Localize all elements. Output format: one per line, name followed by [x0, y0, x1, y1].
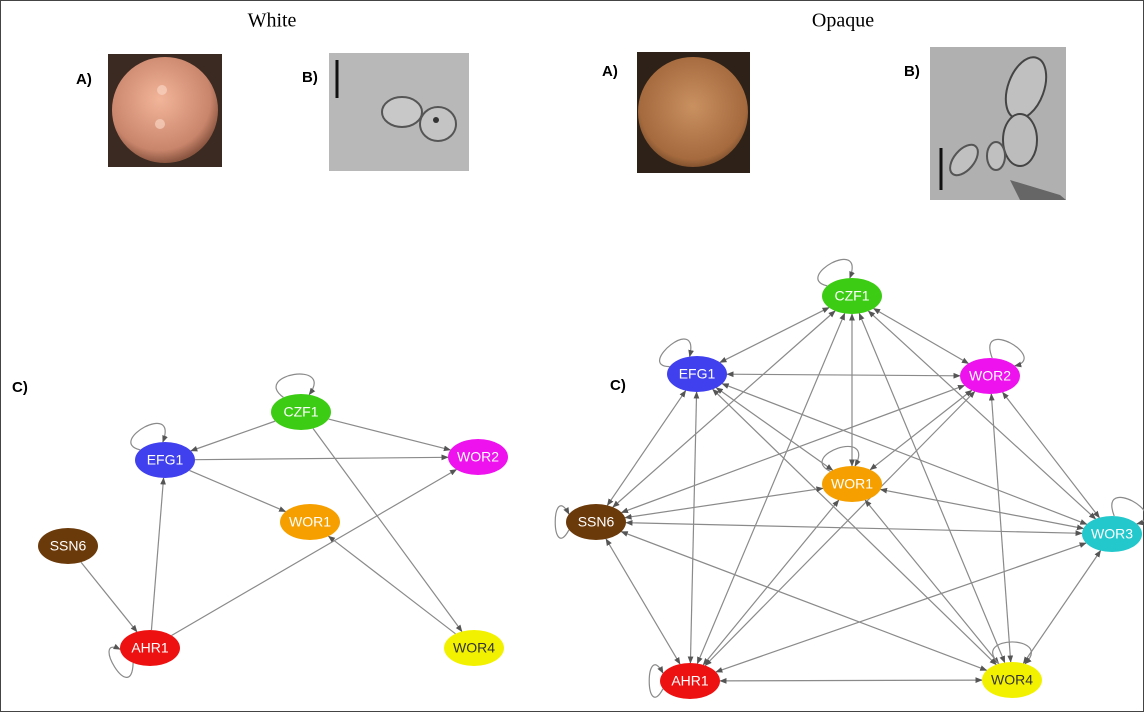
node-label: CZF1	[835, 288, 870, 304]
node-label: AHR1	[131, 640, 169, 656]
edge	[1023, 551, 1100, 664]
node-label: WOR2	[457, 449, 499, 465]
cell-image	[329, 53, 469, 171]
title: White	[248, 10, 297, 32]
edge	[621, 532, 986, 671]
colony-image	[637, 52, 750, 173]
node-label: SSN6	[50, 538, 87, 554]
edge	[705, 392, 975, 666]
edges	[81, 259, 1144, 697]
node-label: AHR1	[671, 673, 709, 689]
edge	[690, 392, 696, 663]
node-label: EFG1	[679, 366, 716, 382]
edge	[991, 394, 1010, 662]
panel-label: C)	[12, 379, 28, 396]
node-label: WOR1	[831, 476, 873, 492]
node-label: WOR4	[453, 640, 495, 656]
edge	[191, 421, 275, 451]
panel-label: B)	[302, 69, 318, 86]
panel-label: B)	[904, 63, 920, 80]
node-label: EFG1	[147, 452, 184, 468]
panel-label: C)	[610, 377, 626, 394]
colony-image	[108, 54, 222, 167]
edge	[151, 478, 163, 630]
cell-image	[930, 47, 1066, 200]
panel-label: A)	[76, 71, 92, 88]
edge	[606, 539, 680, 664]
edge	[865, 500, 999, 664]
panel-label: A)	[602, 63, 618, 80]
edge	[720, 680, 982, 681]
edge	[607, 391, 685, 506]
edge	[722, 384, 1087, 525]
edge	[328, 536, 455, 634]
edge	[195, 457, 448, 459]
edge	[868, 311, 1095, 519]
node-label: WOR4	[991, 672, 1033, 688]
node-label: WOR3	[1091, 526, 1133, 542]
edge	[626, 523, 1082, 534]
edge	[625, 488, 823, 517]
edge	[881, 489, 1084, 528]
edge	[874, 309, 969, 364]
edge	[329, 419, 451, 450]
edge	[189, 470, 285, 511]
edge	[622, 385, 965, 512]
self-loop	[276, 374, 314, 397]
edge	[1003, 392, 1100, 517]
title: Opaque	[812, 10, 874, 32]
edge	[172, 470, 457, 636]
edge	[716, 388, 832, 471]
edge	[81, 562, 137, 632]
node-label: WOR2	[969, 368, 1011, 384]
figure: White Opaque A) B) C) A) B) C) CZF1 EFG1 W…	[0, 0, 1144, 712]
edge	[720, 308, 829, 363]
node-label: WOR1	[289, 514, 331, 530]
edge	[613, 311, 835, 507]
node-label: CZF1	[284, 404, 319, 420]
node-label: SSN6	[578, 514, 615, 530]
